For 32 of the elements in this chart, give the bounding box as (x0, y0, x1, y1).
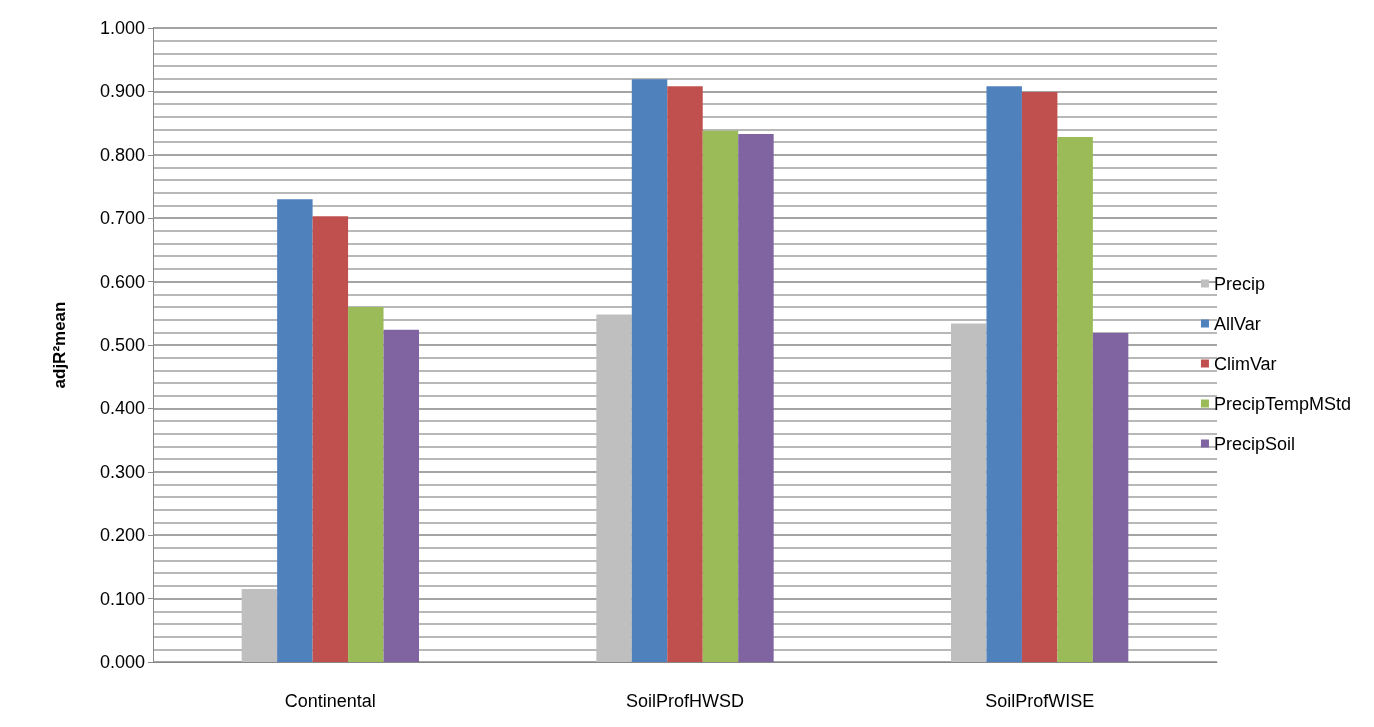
y-tick-label: 0.200 (99, 525, 145, 546)
bar (667, 86, 703, 662)
y-tick-label: 0.500 (99, 335, 145, 355)
y-tick-label: 1.000 (99, 18, 145, 38)
bar (1021, 92, 1058, 662)
bar (986, 86, 1022, 662)
bar (1057, 137, 1093, 662)
legend-label: Precip (1213, 273, 1265, 294)
legend-label: PrecipSoil (1213, 433, 1295, 454)
legend-label: AllVar (1213, 313, 1261, 334)
y-tick-label: 0.700 (99, 208, 145, 229)
bar (738, 133, 774, 662)
y-tick-label: 0.600 (99, 271, 145, 292)
y-tick-label: 0.800 (99, 144, 145, 165)
x-tick-label: Continental (284, 691, 376, 711)
x-tick-label: SoilProfWISE (985, 691, 1095, 711)
y-tick-label: 0.000 (99, 652, 145, 672)
y-tick-label: 0.300 (99, 461, 145, 482)
bar (348, 306, 384, 662)
y-tick-label: 0.400 (99, 398, 145, 419)
bar (383, 329, 419, 662)
y-axis-title: adjR²mean (50, 301, 69, 389)
y-tick-label: 0.100 (99, 588, 145, 609)
bar (312, 216, 349, 662)
y-tick-label: 0.900 (99, 81, 145, 102)
legend-label: PrecipTempMStd (1213, 393, 1352, 414)
x-tick-label: SoilProfHWSD (625, 691, 745, 711)
bar (277, 199, 313, 662)
bar (631, 79, 668, 662)
bar (702, 130, 739, 662)
bar (1092, 332, 1129, 662)
legend-label: ClimVar (1213, 353, 1277, 374)
